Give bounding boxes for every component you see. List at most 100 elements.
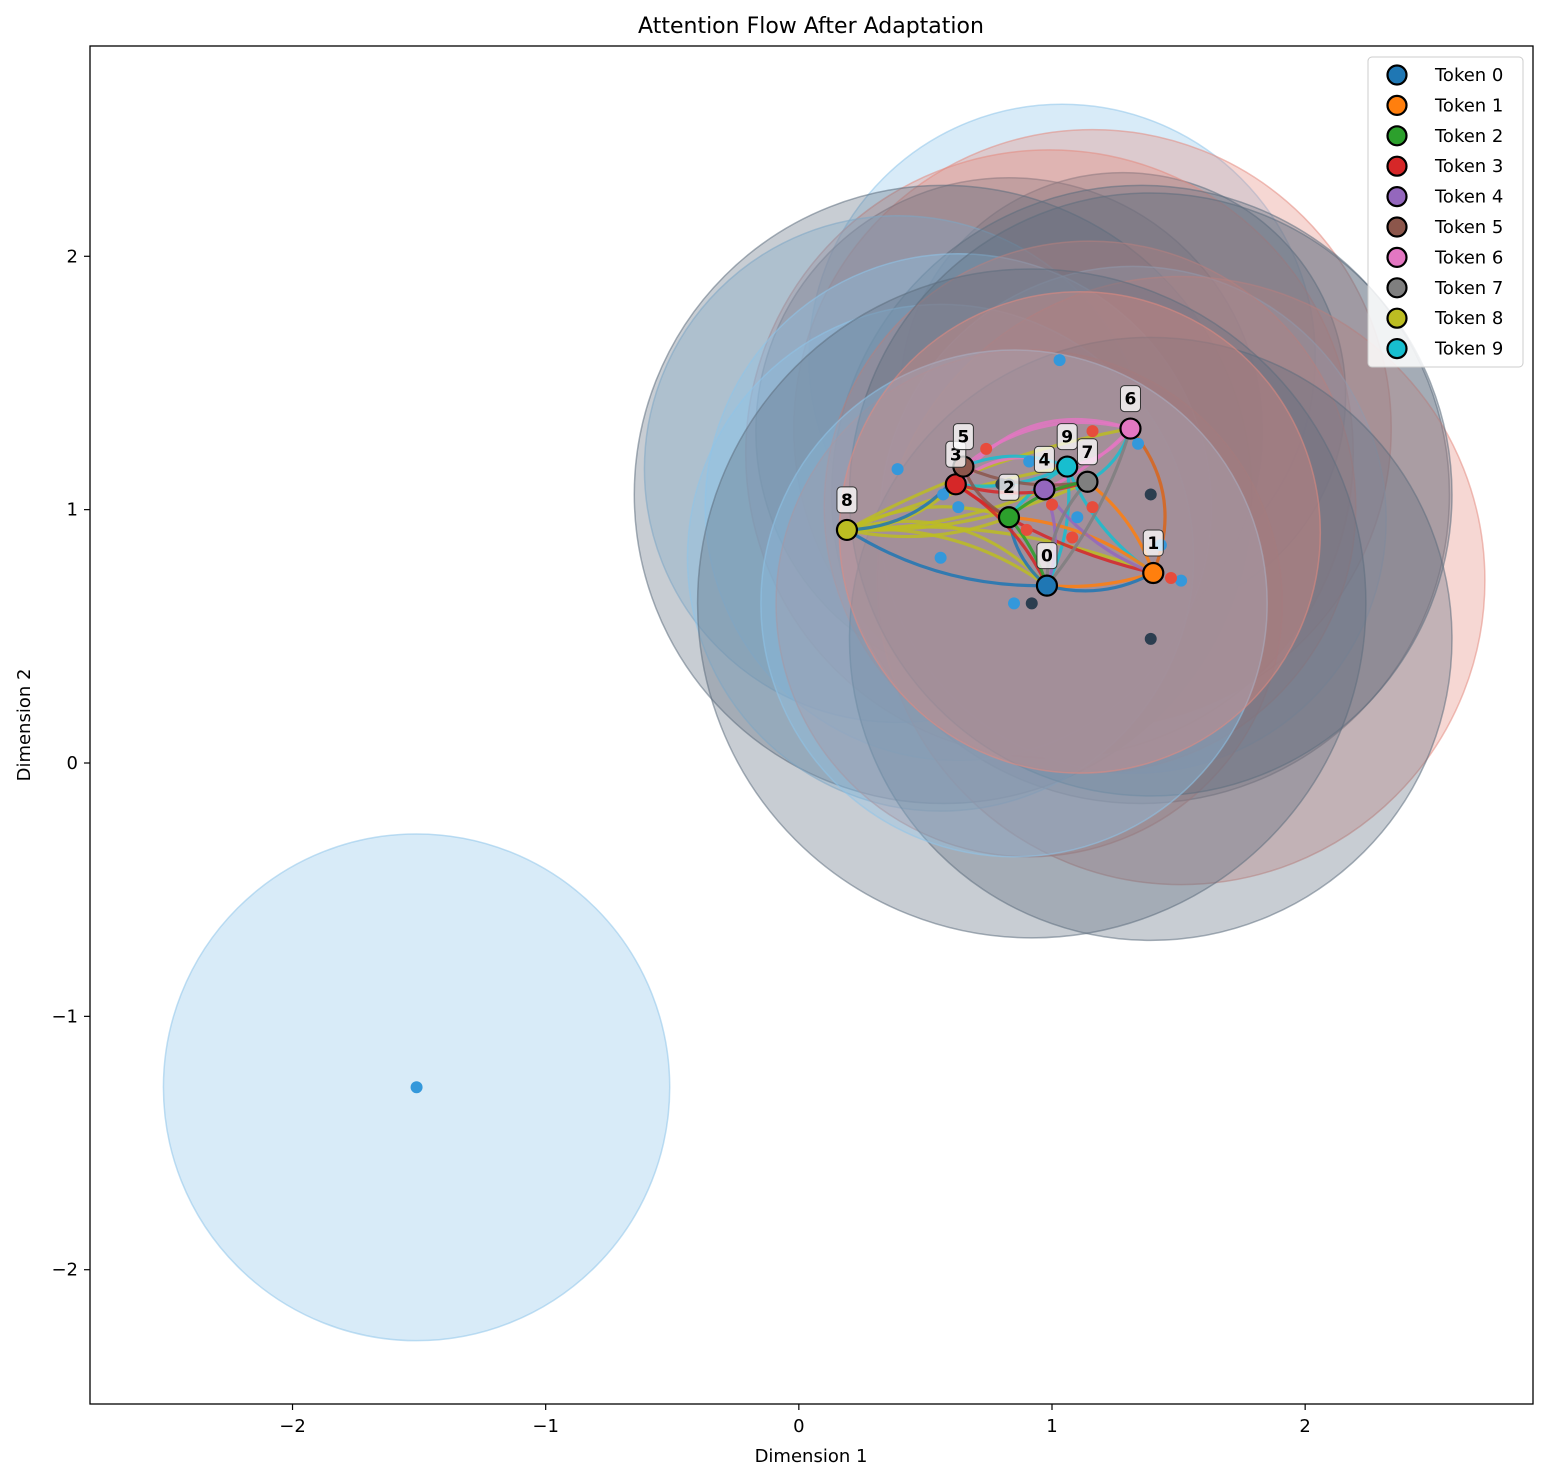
token-marker-4 <box>1033 478 1056 501</box>
token-label-0: 0 <box>1036 542 1058 570</box>
token-label-7: 7 <box>1076 438 1098 466</box>
token-marker-0 <box>1035 574 1059 597</box>
x-axis-label: Dimension 1 <box>755 1446 868 1467</box>
attention-edges <box>845 417 1167 593</box>
attention-point-21 <box>1023 455 1036 468</box>
svg-text:8: 8 <box>841 491 853 511</box>
legend-label: Token 9 <box>1434 339 1503 360</box>
attention-point-22 <box>1071 511 1084 524</box>
legend-marker <box>1386 246 1408 268</box>
attention-point-13 <box>1175 574 1188 587</box>
attention-point-9 <box>952 501 965 514</box>
x-tick-label: −2 <box>279 1416 306 1437</box>
token-marker-9 <box>1056 455 1079 478</box>
attention-edge-26 <box>1085 480 1155 575</box>
token-markers <box>835 417 1165 597</box>
token-label-6: 6 <box>1119 385 1141 413</box>
x-tick-label: 2 <box>1299 1416 1310 1437</box>
attention-point-15 <box>1008 597 1021 610</box>
legend-label: Token 5 <box>1434 217 1503 238</box>
attention-edge-38 <box>1045 480 1090 588</box>
attention-edge-24 <box>1045 571 1155 589</box>
attention-point-14 <box>1164 572 1177 585</box>
legend-label: Token 6 <box>1434 247 1503 268</box>
token-label-4: 4 <box>1033 445 1055 473</box>
x-tick-label: 0 <box>793 1416 804 1437</box>
token-label-1: 1 <box>1142 529 1164 557</box>
legend-entry-5: Token 5 <box>1386 216 1503 238</box>
attention-point-20 <box>1046 498 1058 511</box>
legend-entry-7: Token 7 <box>1386 277 1503 299</box>
svg-text:6: 6 <box>1125 390 1137 410</box>
attention-point-12 <box>934 551 947 564</box>
svg-text:0: 0 <box>1041 547 1053 567</box>
x-tick-label: −1 <box>532 1416 559 1437</box>
token-marker-2 <box>997 506 1021 529</box>
legend-entry-6: Token 6 <box>1386 246 1503 268</box>
token-marker-8 <box>835 518 859 542</box>
attention-point-2 <box>1086 425 1099 438</box>
token-label-2: 2 <box>998 473 1020 501</box>
region-circle-10 <box>879 265 1387 774</box>
legend-marker <box>1386 155 1408 177</box>
plot-frame <box>89 45 1534 1405</box>
legend: Token 0 Token 1 Token 2 Token 3 Token 4 Token… <box>1367 56 1524 368</box>
legend-marker <box>1386 186 1408 208</box>
legend-marker <box>1386 64 1408 86</box>
legend-entry-1: Token 1 <box>1386 94 1503 117</box>
attention-point-0 <box>410 1081 423 1094</box>
legend-entry-8: Token 8 <box>1386 307 1503 329</box>
token-marker-1 <box>1142 561 1165 585</box>
token-labels: 0 1 2 3 4 5 6 7 8 9 <box>836 385 1164 570</box>
svg-text:4: 4 <box>1038 450 1050 470</box>
svg-text:7: 7 <box>1082 443 1094 463</box>
y-tick-label: −1 <box>51 1006 78 1027</box>
legend-marker <box>1386 307 1408 329</box>
legend-label: Token 7 <box>1434 278 1503 299</box>
attention-point-5 <box>980 442 993 455</box>
legend-label: Token 3 <box>1434 156 1503 177</box>
region-circle-8 <box>831 184 1451 805</box>
y-axis-label: Dimension 2 <box>14 669 35 782</box>
svg-text:5: 5 <box>957 428 969 448</box>
legend-label: Token 4 <box>1434 187 1503 208</box>
attention-point-19 <box>1066 531 1079 544</box>
legend-marker <box>1386 94 1408 117</box>
legend-entry-0: Token 0 <box>1386 64 1503 86</box>
token-label-8: 8 <box>836 486 858 514</box>
x-axis-ticks: −2 −1 0 1 2 <box>279 1404 1311 1437</box>
attention-edge-17 <box>961 454 1069 469</box>
attention-edge-3 <box>845 515 1011 539</box>
attention-point-17 <box>1144 632 1157 645</box>
legend-label: Token 8 <box>1434 308 1503 329</box>
token-label-9: 9 <box>1056 423 1078 451</box>
attention-point-8 <box>1144 488 1157 501</box>
y-tick-label: 2 <box>67 246 78 267</box>
svg-text:2: 2 <box>1003 478 1015 498</box>
legend-label: Token 1 <box>1434 95 1503 116</box>
y-tick-label: 1 <box>67 500 78 521</box>
attention-point-10 <box>1086 501 1099 514</box>
attention-edge-11 <box>845 528 1049 588</box>
legend-marker <box>1386 216 1408 238</box>
legend-marker <box>1386 125 1408 147</box>
legend-label: Token 2 <box>1434 126 1503 147</box>
legend-entry-9: Token 9 <box>1386 338 1503 360</box>
attention-point-1 <box>1053 354 1066 367</box>
chart-title: Attention Flow After Adaptation <box>638 14 984 39</box>
legend-entry-3: Token 3 <box>1386 155 1503 177</box>
attention-edge-6 <box>845 480 1090 532</box>
attention-point-6 <box>891 463 904 476</box>
token-marker-7 <box>1076 470 1099 493</box>
y-tick-label: 0 <box>67 753 78 774</box>
x-tick-label: 1 <box>1046 1416 1057 1437</box>
legend-marker <box>1386 277 1408 299</box>
svg-text:9: 9 <box>1061 428 1073 448</box>
legend-entry-4: Token 4 <box>1386 186 1503 208</box>
attention-point-16 <box>1025 597 1038 610</box>
svg-text:1: 1 <box>1147 534 1159 554</box>
y-tick-label: −2 <box>51 1260 78 1281</box>
attention-point-4 <box>1132 437 1145 450</box>
svg-text:3: 3 <box>950 445 962 465</box>
